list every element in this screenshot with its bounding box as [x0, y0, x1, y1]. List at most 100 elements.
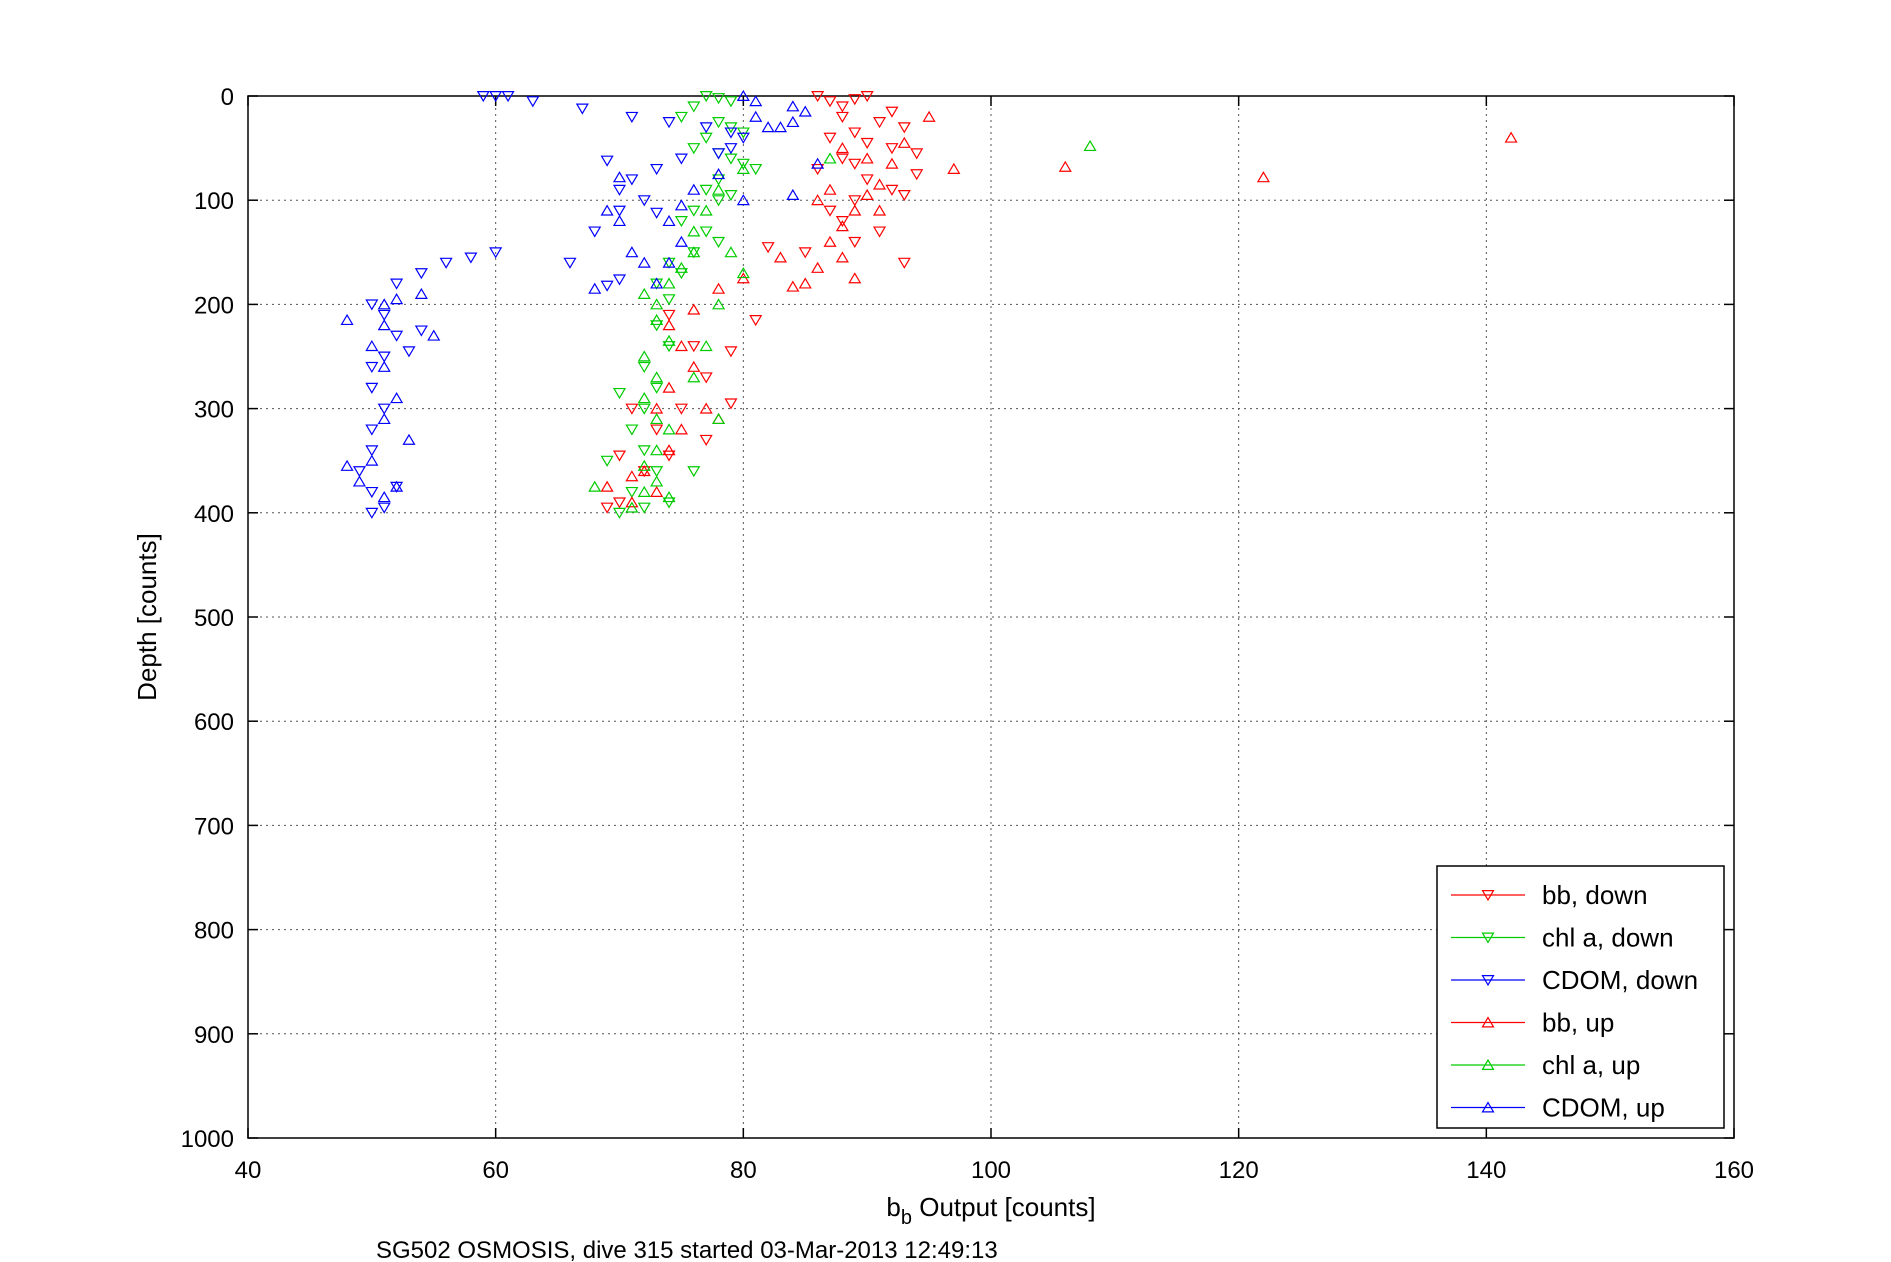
- data-point: [662, 341, 676, 353]
- data-point: [612, 205, 627, 217]
- y-tick-label: 900: [194, 1022, 234, 1049]
- data-point: [798, 277, 812, 289]
- data-point: [712, 236, 726, 249]
- chart-caption: SG502 OSMOSIS, dive 315 started 03-Mar-2…: [376, 1237, 998, 1262]
- data-point: [365, 445, 379, 457]
- data-point: [811, 163, 825, 176]
- x-axis-title-b: b: [886, 1192, 900, 1222]
- data-point: [650, 371, 664, 383]
- data-point: [712, 117, 726, 129]
- data-point: [600, 455, 614, 467]
- data-point: [650, 475, 664, 487]
- data-point: [674, 423, 688, 435]
- data-point: [724, 96, 738, 108]
- x-tick-label: 60: [482, 1157, 509, 1184]
- data-point: [823, 183, 837, 195]
- data-point: [612, 507, 627, 519]
- data-point: [662, 117, 676, 129]
- data-point: [637, 350, 651, 362]
- data-point: [885, 143, 899, 155]
- data-point: [773, 251, 788, 263]
- data-point: [897, 136, 911, 148]
- data-point: [650, 277, 664, 289]
- data-point: [340, 313, 354, 326]
- data-point: [885, 157, 899, 169]
- x-tick-label: 40: [235, 1157, 262, 1184]
- data-point: [650, 382, 664, 394]
- legend-label: CDOM, up: [1542, 1093, 1665, 1123]
- data-point: [662, 294, 676, 306]
- data-point: [699, 226, 713, 238]
- data-point: [835, 216, 849, 228]
- data-point: [699, 434, 713, 446]
- data-point: [650, 320, 664, 332]
- data-point: [612, 171, 627, 183]
- data-point: [612, 497, 627, 509]
- data-point: [674, 199, 688, 211]
- data-point: [637, 485, 651, 497]
- data-point: [724, 346, 738, 358]
- data-point: [674, 403, 688, 415]
- data-point: [637, 195, 651, 207]
- data-point: [390, 330, 404, 342]
- y-axis-title: Depth [counts]: [132, 533, 162, 701]
- data-point: [637, 403, 651, 415]
- data-point: [402, 346, 416, 358]
- data-point: [897, 257, 911, 269]
- series-0: [600, 90, 924, 514]
- data-point: [600, 155, 614, 167]
- data-point: [699, 122, 713, 134]
- data-point: [724, 398, 738, 410]
- data-point: [860, 174, 874, 186]
- data-point: [712, 195, 726, 207]
- data-point: [600, 502, 614, 514]
- data-point: [873, 117, 887, 129]
- data-point: [414, 325, 428, 337]
- data-point: [724, 189, 738, 202]
- data-point: [365, 382, 379, 394]
- data-point: [390, 278, 404, 290]
- data-point: [823, 96, 837, 108]
- data-point: [712, 412, 726, 425]
- data-point: [699, 339, 713, 352]
- legend-marker: [1481, 974, 1495, 987]
- data-point: [612, 184, 627, 196]
- data-point: [390, 480, 404, 492]
- data-point: [835, 251, 849, 263]
- data-point: [625, 246, 639, 258]
- data-point: [749, 95, 763, 107]
- y-tick-label: 700: [194, 813, 234, 840]
- data-point: [724, 246, 738, 258]
- data-point: [625, 486, 639, 499]
- data-point: [736, 132, 750, 144]
- data-point: [650, 444, 664, 456]
- data-point: [687, 246, 701, 258]
- data-point: [712, 282, 726, 294]
- data-point: [377, 360, 391, 372]
- data-point: [414, 287, 428, 299]
- data-point: [687, 183, 701, 195]
- x-tick-label: 140: [1466, 1157, 1506, 1184]
- data-point: [612, 214, 627, 227]
- data-point: [947, 162, 961, 174]
- data-point: [612, 387, 627, 400]
- y-tick-label: 500: [194, 605, 234, 632]
- data-point: [786, 280, 800, 292]
- x-axis-title-subscript: b: [901, 1207, 912, 1229]
- data-point: [687, 205, 701, 217]
- data-point: [674, 268, 688, 280]
- data-point: [377, 412, 391, 425]
- data-point: [724, 143, 738, 155]
- data-point: [662, 334, 676, 346]
- data-point: [662, 319, 676, 331]
- data-point: [749, 163, 763, 176]
- data-point: [885, 106, 899, 118]
- data-point: [897, 189, 911, 202]
- data-point: [811, 261, 825, 273]
- data-point: [687, 303, 701, 315]
- data-point: [873, 204, 887, 216]
- x-tick-label: 160: [1714, 1157, 1754, 1184]
- data-point: [786, 188, 800, 200]
- data-point: [637, 361, 651, 374]
- axis-ticks: 40 60 80 100 120 140 160 0 100 200 300 400 500 600 700…: [181, 84, 1754, 1184]
